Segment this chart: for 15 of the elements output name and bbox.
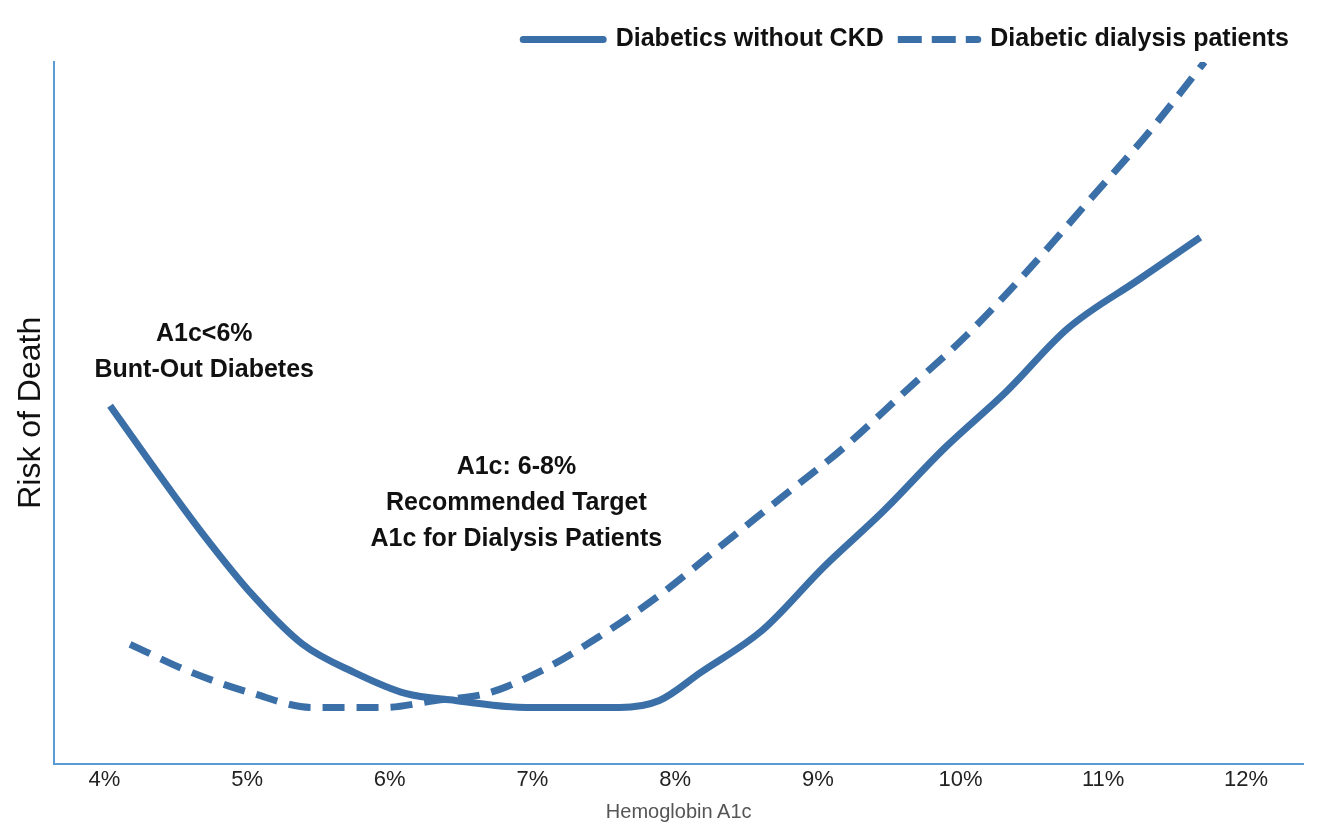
y-axis-title: Risk of Death (11, 316, 48, 509)
x-tick-label: 4% (88, 765, 121, 791)
x-tick-label: 9% (801, 765, 834, 791)
x-tick-label: 11% (1082, 765, 1125, 791)
x-axis-title: Hemoglobin A1c (605, 799, 752, 822)
legend-label: Diabetics without CKD (615, 23, 884, 52)
legend-label: Diabetic dialysis patients (990, 23, 1289, 52)
x-tick-label: 10% (938, 765, 983, 791)
x-tick-label: 6% (373, 765, 406, 791)
x-tick-label: 8% (659, 765, 692, 791)
annotation: A1c<6% Bunt-Out Diabetes (94, 317, 314, 382)
x-tick-label: 7% (516, 765, 549, 791)
x-tick-label: 12% (1223, 765, 1268, 791)
annotation: A1c: 6-8% Recommended Target A1c for Dialysis Patients (370, 451, 663, 552)
x-tick-label: 5% (231, 765, 263, 791)
